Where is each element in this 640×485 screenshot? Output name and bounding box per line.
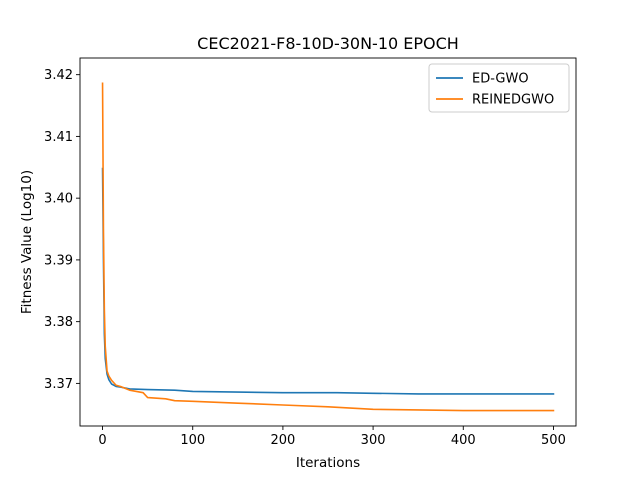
x-tick-label: 400 [451,433,476,448]
chart-title: CEC2021-F8-10D-30N-10 EPOCH [197,34,459,53]
y-tick-label: 3.42 [44,68,73,83]
axis-ticks: 0 100 200 300 400 500 3.37 3.38 3.39 3.40 3.41 3.42 [44,57,577,448]
y-tick-label: 3.41 [44,130,73,145]
series-line-2 [101,82,555,412]
legend-box [428,63,570,113]
series-line-1 [101,167,555,395]
legend-label-1: ED-GWO [472,72,529,87]
y-tick-label: 3.39 [44,253,73,268]
y-tick-label: 3.38 [44,315,73,330]
x-tick-label: 200 [270,433,295,448]
x-tick-label: 500 [541,433,566,448]
x-axis-label: Iterations [296,455,360,471]
y-tick-label: 3.37 [44,377,73,392]
legend-label-2: REINEDGWO [472,93,554,108]
y-axis-label: Fitness Value (Log10) [19,170,35,314]
x-tick-label: 300 [361,433,386,448]
y-tick-label: 3.40 [44,192,73,207]
plot-area [101,82,555,412]
axes-frame [79,57,577,427]
x-tick-label: 100 [180,433,205,448]
legend: ED-GWO REINEDGWO [428,63,570,113]
x-tick-label: 0 [98,433,106,448]
